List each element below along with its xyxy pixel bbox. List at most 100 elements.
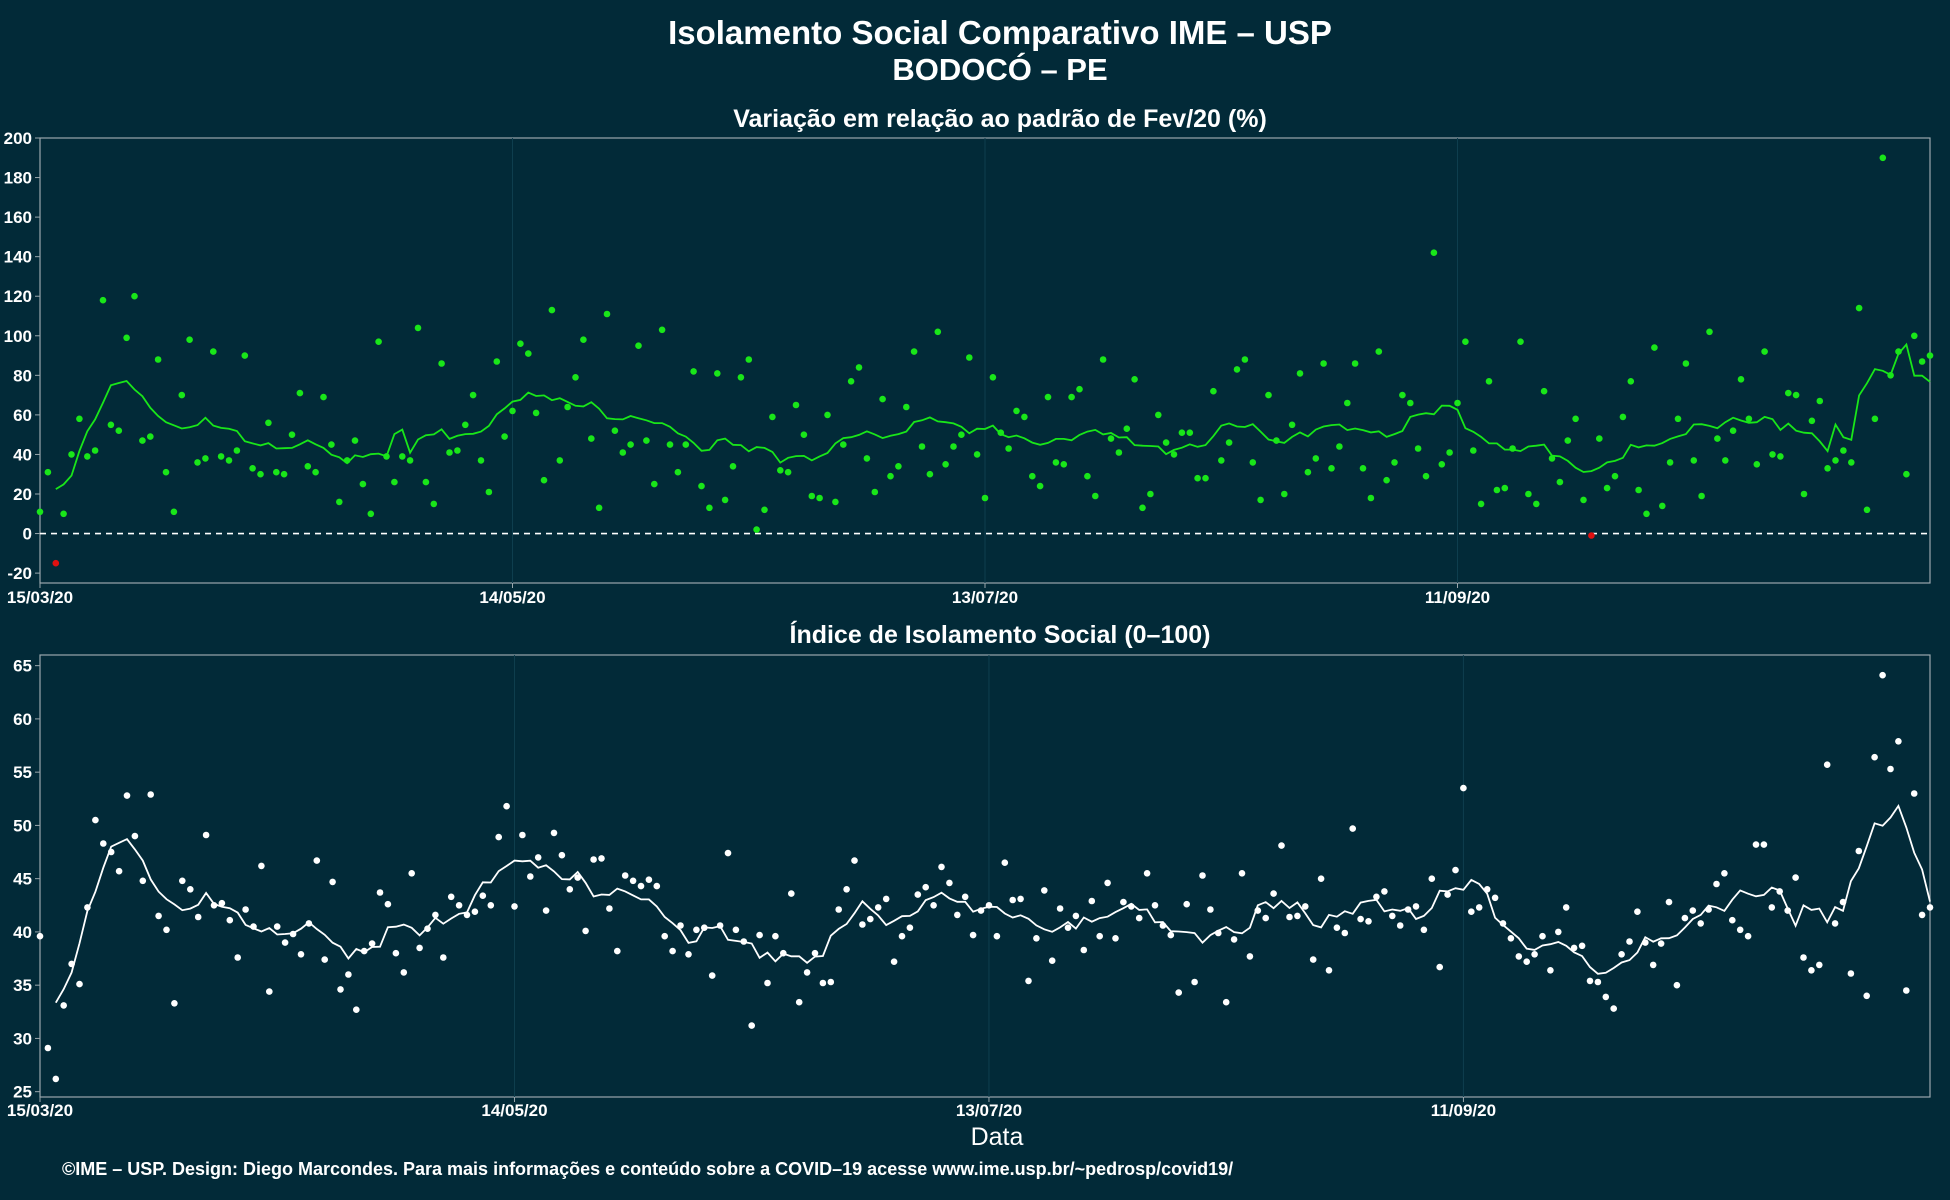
data-point: [501, 433, 508, 440]
data-point: [795, 998, 803, 1006]
data-point: [438, 360, 445, 367]
data-point: [938, 863, 945, 871]
data-point: [621, 872, 629, 879]
data-point: [1056, 905, 1064, 912]
data-point: [1147, 490, 1154, 498]
data-point: [375, 338, 382, 346]
data-point: [1808, 417, 1816, 425]
data-point: [1918, 358, 1926, 365]
data-point: [1375, 348, 1383, 355]
data-point: [556, 457, 564, 464]
data-point: [1092, 492, 1099, 500]
data-point: [115, 427, 123, 435]
data-point: [1823, 761, 1831, 768]
data-point: [732, 926, 740, 934]
data-point: [1682, 360, 1690, 367]
data-point: [351, 437, 359, 444]
data-point: [1230, 936, 1238, 943]
data-point: [359, 480, 367, 488]
data-point: [729, 463, 737, 470]
data-point: [1659, 502, 1666, 510]
data-point: [855, 364, 863, 371]
data-point: [1698, 492, 1705, 500]
data-point: [1752, 841, 1760, 848]
data-point: [1736, 926, 1744, 934]
y-tick-label: 60: [13, 710, 32, 729]
data-point: [1052, 459, 1060, 466]
data-point: [645, 876, 653, 883]
data-point: [258, 862, 265, 870]
data-point: [674, 468, 682, 476]
data-point: [542, 907, 550, 914]
data-point: [1515, 953, 1523, 960]
data-point: [714, 370, 721, 377]
data-point: [1863, 992, 1870, 1000]
moving-average-line: [55, 803, 1931, 1004]
data-point: [808, 492, 816, 500]
data-point: [550, 829, 558, 837]
data-point: [882, 895, 890, 903]
footer-credit: ©IME – USP. Design: Diego Marcondes. Par…: [62, 1159, 1233, 1179]
data-point: [171, 1000, 178, 1007]
data-point: [1025, 977, 1032, 985]
data-point: [1123, 425, 1131, 433]
data-point: [772, 932, 779, 940]
data-point: [163, 926, 170, 934]
data-point: [653, 882, 661, 890]
data-point: [210, 348, 217, 355]
data-point: [946, 879, 953, 887]
data-point: [969, 931, 977, 939]
data-point: [614, 947, 621, 955]
data-point: [1840, 447, 1847, 454]
data-point: [234, 954, 241, 961]
data-point: [376, 889, 384, 896]
data-point: [1238, 870, 1246, 877]
data-point: [1246, 953, 1254, 960]
data-point: [977, 907, 985, 914]
data-point: [847, 378, 855, 385]
data-point: [1847, 970, 1855, 977]
data-point: [178, 391, 186, 399]
data-point: [701, 924, 708, 931]
data-point: [1391, 459, 1398, 466]
data-point: [1824, 465, 1831, 472]
data-point: [1068, 393, 1075, 401]
y-tick-label: 60: [13, 406, 32, 425]
x-tick-label: 14/05/20: [481, 1101, 547, 1120]
y-tick-label: 160: [4, 208, 32, 227]
data-point: [107, 421, 115, 429]
data-point: [954, 911, 961, 919]
data-point: [588, 435, 595, 442]
data-point: [1281, 490, 1288, 498]
data-point: [1436, 963, 1443, 971]
data-point: [1564, 437, 1572, 444]
data-point: [76, 980, 83, 988]
y-tick-label: 35: [13, 976, 32, 995]
data-point: [336, 498, 343, 506]
data-point: [1871, 415, 1879, 423]
data-point: [1462, 338, 1469, 346]
data-point: [187, 886, 194, 893]
data-point: [993, 932, 1001, 940]
data-point: [250, 923, 257, 930]
data-point: [91, 447, 99, 454]
data-point: [485, 488, 493, 496]
data-point: [36, 508, 44, 516]
data-point: [574, 874, 581, 881]
data-point: [297, 951, 305, 958]
data-point: [1706, 328, 1713, 336]
data-point: [1816, 397, 1824, 405]
data-point: [1222, 998, 1230, 1006]
data-point: [1523, 958, 1530, 965]
data-point: [1412, 903, 1420, 910]
data-point: [1721, 870, 1728, 877]
data-point: [477, 457, 485, 464]
data-point: [1336, 443, 1343, 450]
data-point: [1855, 304, 1863, 312]
data-point: [1792, 391, 1800, 399]
data-point: [44, 468, 52, 476]
data-point: [1128, 903, 1135, 910]
data-point: [1036, 482, 1044, 490]
data-point: [1278, 842, 1285, 849]
data-point: [432, 911, 439, 919]
